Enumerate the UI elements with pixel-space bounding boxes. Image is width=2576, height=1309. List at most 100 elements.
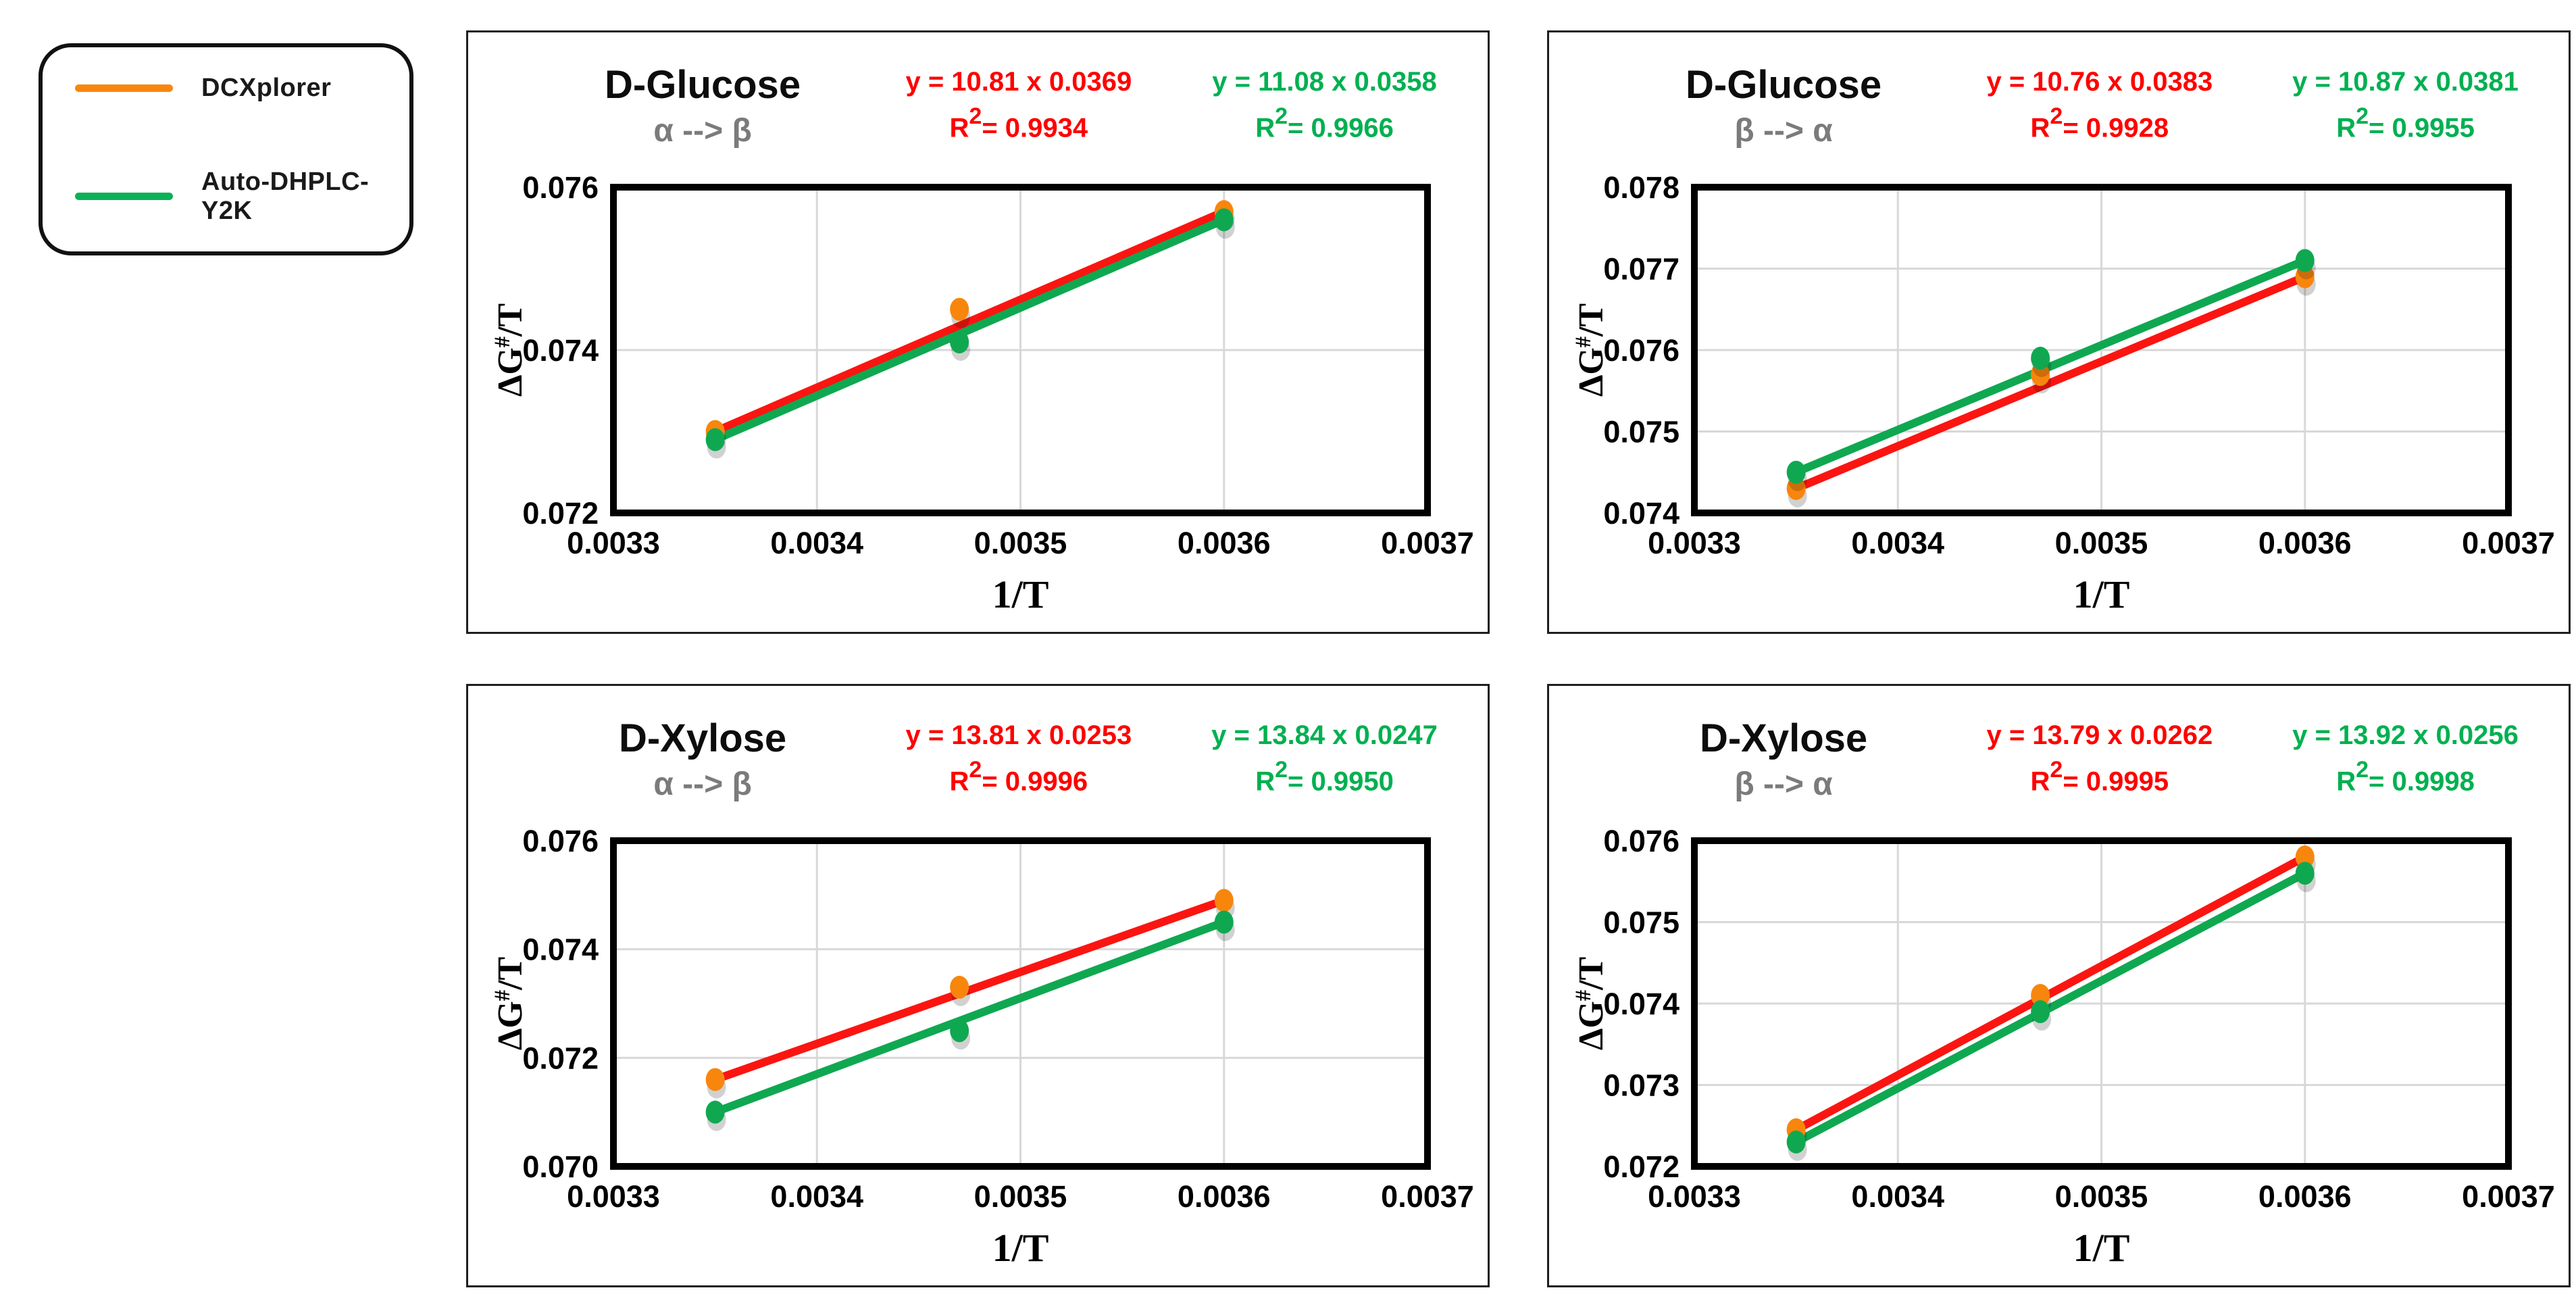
r-squared: R2= 0.9934: [949, 103, 1088, 143]
plot-frame: [1691, 184, 2512, 516]
chart-subtitle: β --> α: [1734, 766, 1833, 802]
y-tick-label: 0.072: [522, 1041, 599, 1075]
data-point: [705, 428, 725, 451]
legend-label: Auto-DHPLC-Y2K: [201, 167, 370, 225]
title-block: D-Glucose α --> β: [530, 63, 876, 147]
r-squared: R2= 0.9966: [1255, 103, 1394, 143]
chart-title: D-Xylose: [618, 716, 787, 761]
data-point: [950, 297, 969, 321]
fit-equation: y = 13.79 x 0.0262: [1986, 720, 2213, 750]
data-point: [1214, 208, 1234, 232]
superscript-2: 2: [1275, 756, 1288, 783]
x-tick-label: 0.0036: [1178, 1179, 1271, 1214]
y-tick-label: 0.075: [1603, 906, 1680, 940]
plot-area: 0.0033 0.0034 0.0035 0.0036 0.0037 0.074 0.075…: [1603, 170, 2555, 560]
x-tick-label: 0.0034: [1851, 526, 1944, 560]
data-point: [950, 1019, 969, 1043]
chart-panel-xylose-beta-alpha: D-Xylose β --> α y = 13.79 x 0.0262 R2= …: [1547, 684, 2571, 1287]
x-tick-label: 0.0037: [1381, 1179, 1474, 1214]
chart-subtitle: β --> α: [1734, 112, 1833, 149]
legend-line-swatch-green: [75, 193, 173, 200]
plot-area: 0.0033 0.0034 0.0035 0.0036 0.0037 0.072 0.073…: [1603, 824, 2554, 1214]
superscript-2: 2: [2050, 756, 2063, 783]
y-tick-label: 0.076: [522, 824, 599, 858]
data-point: [2295, 845, 2315, 869]
plot-area: 0.0033 0.0034 0.0035 0.0036 0.0037 0.072 0.074…: [522, 170, 1473, 560]
title-block: D-Xylose β --> α: [1611, 716, 1957, 801]
data-point: [2031, 983, 2050, 1007]
fit-line: [1792, 272, 2309, 493]
y-tick-label: 0.075: [1603, 415, 1680, 449]
plot-frame: [1691, 837, 2512, 1170]
x-axis-label: 1/T: [2073, 572, 2130, 616]
fit-equation-block-auto-dhplc: y = 10.87 x 0.0381 R2= 0.9955: [2242, 67, 2569, 143]
legend: DCXplorer Auto-DHPLC-Y2K: [39, 43, 413, 255]
y-tick-label: 0.074: [1603, 987, 1680, 1021]
fit-equation: y = 10.81 x 0.0369: [905, 66, 1132, 97]
fit-equation-block-auto-dhplc: y = 13.92 x 0.0256 R2= 0.9998: [2242, 720, 2569, 797]
fit-equation: y = 13.81 x 0.0253: [905, 720, 1132, 750]
fit-equation-block-auto-dhplc: y = 13.84 x 0.0247 R2= 0.9950: [1161, 720, 1488, 797]
y-tick-label: 0.074: [1603, 496, 1680, 530]
x-tick-label: 0.0033: [567, 526, 660, 560]
y-tick-label: 0.072: [1603, 1150, 1680, 1184]
chart-title: D-Glucose: [605, 63, 801, 107]
data-point: [1214, 889, 1234, 912]
fit-line: [711, 896, 1228, 1084]
data-point: [2295, 265, 2315, 289]
fit-equation: y = 13.92 x 0.0256: [2292, 720, 2519, 750]
fit-line: [711, 207, 1228, 436]
fit-equation-block-dcxplorer: y = 10.81 x 0.0369 R2= 0.9934: [876, 67, 1162, 143]
x-tick-label: 0.0034: [1851, 1179, 1944, 1214]
chart-panel-xylose-alpha-beta: D-Xylose α --> β y = 13.81 x 0.0253 R2= …: [466, 684, 1490, 1287]
legend-item-dcxplorer: DCXplorer: [75, 74, 409, 103]
y-tick-label: 0.076: [522, 170, 599, 205]
legend-line-swatch-orange: [75, 84, 173, 92]
data-point: [1214, 910, 1234, 934]
x-tick-label: 0.0037: [2462, 526, 2555, 560]
x-tick-label: 0.0033: [1648, 526, 1741, 560]
title-block: D-Glucose β --> α: [1611, 63, 1957, 147]
superscript-2: 2: [1275, 103, 1288, 129]
y-tick-label: 0.072: [522, 496, 599, 530]
panel-header: D-Glucose β --> α y = 10.76 x 0.0383 R2=…: [1549, 32, 2569, 178]
data-point: [2031, 363, 2050, 387]
r-squared: R2= 0.9955: [2336, 103, 2475, 143]
legend-label: DCXplorer: [201, 73, 332, 102]
fit-line: [711, 918, 1228, 1116]
x-tick-label: 0.0033: [1648, 1179, 1741, 1214]
fit-line: [1792, 869, 2309, 1146]
fit-equation-block-dcxplorer: y = 10.76 x 0.0383 R2= 0.9928: [1957, 67, 2243, 143]
x-tick-label: 0.0035: [974, 1179, 1067, 1214]
x-tick-label: 0.0035: [2055, 526, 2148, 560]
r-squared: R2= 0.9950: [1255, 756, 1394, 797]
fit-equation: y = 11.08 x 0.0358: [1212, 66, 1437, 97]
fit-equation: y = 10.76 x 0.0383: [1986, 66, 2213, 97]
data-point: [1786, 460, 1806, 484]
x-tick-label: 0.0036: [2258, 1179, 2352, 1214]
data-point: [2031, 1000, 2050, 1024]
y-tick-label: 0.073: [1603, 1068, 1680, 1103]
y-tick-label: 0.074: [522, 333, 599, 368]
data-point: [705, 1068, 725, 1091]
x-axis-label: 1/T: [2073, 1226, 2130, 1270]
y-tick-label: 0.077: [1603, 252, 1680, 287]
y-tick-label: 0.076: [1603, 333, 1680, 368]
legend-item-auto-dhplc: Auto-DHPLC-Y2K: [75, 168, 409, 226]
superscript-2: 2: [2356, 756, 2369, 783]
superscript-2: 2: [2050, 103, 2063, 129]
data-point: [950, 330, 969, 353]
superscript-2: 2: [969, 103, 982, 129]
superscript-2: 2: [969, 756, 982, 783]
r-squared: R2= 0.9995: [2030, 756, 2169, 797]
data-point: [2295, 249, 2315, 272]
x-tick-label: 0.0035: [974, 526, 1067, 560]
plot-area: 0.0033 0.0034 0.0035 0.0036 0.0037 0.070 0.072…: [522, 824, 1474, 1214]
chart-subtitle: α --> β: [653, 112, 752, 149]
fit-equation-block-dcxplorer: y = 13.81 x 0.0253 R2= 0.9996: [876, 720, 1162, 797]
x-tick-label: 0.0033: [567, 1179, 660, 1214]
x-axis-label: 1/T: [992, 1226, 1049, 1270]
title-block: D-Xylose α --> β: [530, 716, 876, 801]
data-point: [1786, 1130, 1806, 1154]
